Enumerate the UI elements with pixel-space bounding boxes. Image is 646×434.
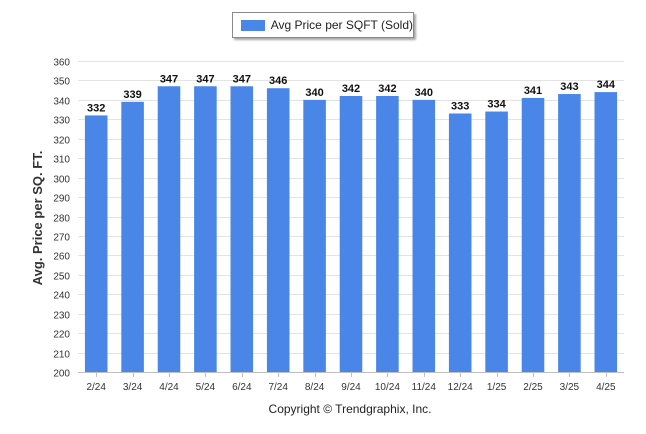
y-tick-label: 330 <box>53 116 70 127</box>
legend-swatch <box>241 19 265 31</box>
bar <box>121 101 144 372</box>
y-tick-label: 280 <box>53 214 70 225</box>
bar <box>230 86 254 373</box>
x-tick-label: 6/24 <box>232 382 252 393</box>
y-tick-label: 310 <box>53 155 70 166</box>
y-tick-label: 290 <box>53 194 70 205</box>
data-label: 340 <box>415 87 433 99</box>
data-label: 333 <box>451 100 469 112</box>
bar <box>266 88 290 373</box>
copyright-footer: Copyright © Trendgraphix, Inc. <box>269 402 432 416</box>
data-label: 347 <box>233 73 251 85</box>
y-tick-label: 260 <box>53 252 70 263</box>
legend-label: Avg Price per SQFT (Sold) <box>270 18 413 32</box>
x-tick-label: 11/24 <box>412 382 437 393</box>
y-axis-label: Avg. Price per SQ. FT. <box>30 151 45 286</box>
bar <box>376 95 399 373</box>
data-label: 340 <box>305 87 323 99</box>
y-tick-label: 200 <box>53 369 70 380</box>
bar <box>303 99 326 372</box>
y-tick-label: 360 <box>53 58 70 69</box>
x-tick-label: 4/25 <box>596 382 616 393</box>
data-label: 347 <box>160 73 178 85</box>
bar <box>339 95 363 373</box>
x-tick-label: 7/24 <box>268 382 288 393</box>
x-axis-ticks: 2/24 3/24 4/24 5/24 6/24 7/24 8/24 9/24 10/24 11/… <box>86 372 616 393</box>
data-label: 344 <box>597 79 616 91</box>
data-label: 332 <box>87 102 105 114</box>
data-label: 339 <box>123 89 141 101</box>
x-tick-label: 8/24 <box>305 382 325 393</box>
y-tick-label: 210 <box>53 350 70 361</box>
y-tick-label: 220 <box>53 330 70 341</box>
data-label: 342 <box>378 83 396 95</box>
y-tick-label: 250 <box>53 272 70 283</box>
x-tick-label: 12/24 <box>448 382 473 393</box>
chart-legend: Avg Price per SQFT (Sold) <box>232 12 414 38</box>
data-label: 334 <box>487 99 506 111</box>
bar <box>521 97 545 373</box>
x-tick-label: 5/24 <box>196 382 216 393</box>
x-tick-label: 9/24 <box>341 382 361 393</box>
bar <box>412 99 436 372</box>
y-tick-label: 320 <box>53 136 70 147</box>
y-axis-ticks: 200 210 220 230 240 250 260 270 280 290 300 310 320 3… <box>53 58 70 380</box>
bar <box>194 86 217 373</box>
data-label: 341 <box>524 85 542 97</box>
x-tick-label: 3/25 <box>560 382 580 393</box>
x-tick-label: 3/24 <box>123 382 143 393</box>
bar <box>448 113 472 372</box>
data-label: 343 <box>560 81 578 93</box>
x-tick-label: 2/24 <box>86 382 106 393</box>
bar <box>558 94 581 372</box>
bar <box>157 86 181 373</box>
y-tick-label: 350 <box>53 77 70 88</box>
bar <box>485 111 508 372</box>
bars <box>84 86 618 373</box>
data-label: 346 <box>269 75 287 87</box>
data-label: 342 <box>342 83 360 95</box>
x-tick-label: 2/25 <box>523 382 543 393</box>
data-labels: 332 339 347 347 347 346 340 342 342 340 333 334 341 3… <box>87 73 616 114</box>
bar <box>594 92 618 372</box>
y-tick-label: 300 <box>53 175 70 186</box>
x-tick-label: 1/25 <box>487 382 507 393</box>
y-tick-label: 340 <box>53 97 70 108</box>
y-tick-label: 230 <box>53 311 70 322</box>
x-tick-label: 10/24 <box>375 382 400 393</box>
x-tick-label: 4/24 <box>159 382 179 393</box>
y-tick-label: 270 <box>53 233 70 244</box>
data-label: 347 <box>196 73 214 85</box>
y-tick-label: 240 <box>53 291 70 302</box>
bar <box>84 115 108 373</box>
